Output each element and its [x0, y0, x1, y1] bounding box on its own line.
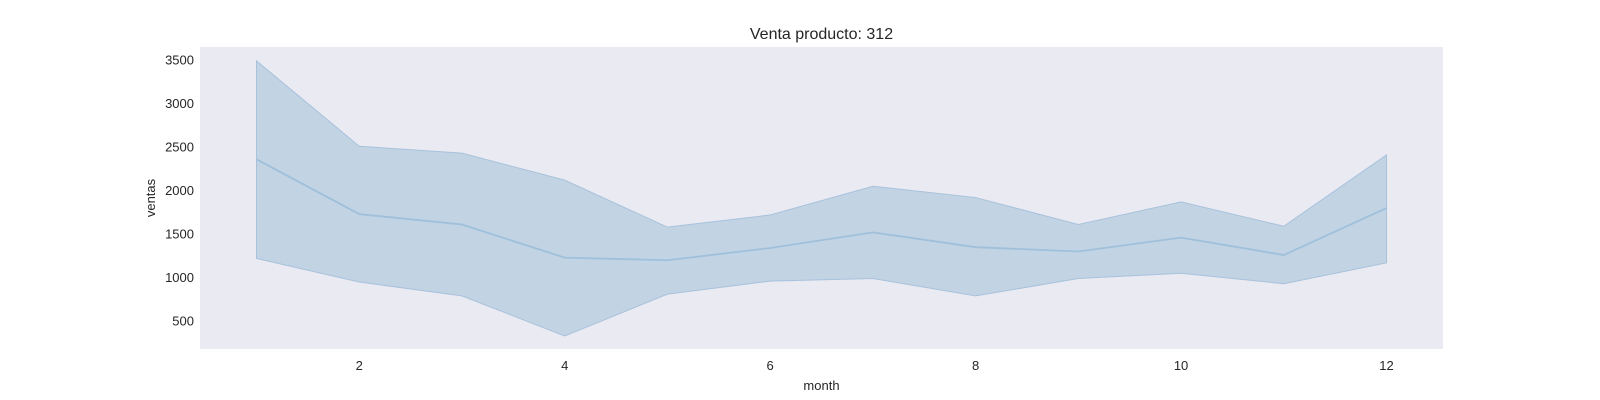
confidence-band-layer: [256, 59, 1387, 337]
y-tick-label: 2000: [165, 183, 194, 198]
x-axis-ticks: 2 4 6 8 10 12: [356, 358, 1394, 373]
y-tick-label: 1000: [165, 270, 194, 285]
chart-title: Venta producto: 312: [750, 26, 893, 43]
y-axis-ticks: 500 1000 1500 2000 2500 3000 3500: [165, 53, 194, 329]
y-tick-label: 3000: [165, 96, 194, 111]
y-tick-label: 1500: [165, 227, 194, 242]
y-tick-label: 2500: [165, 140, 194, 155]
x-tick-label: 2: [356, 358, 363, 373]
x-tick-label: 12: [1379, 358, 1393, 373]
x-tick-label: 10: [1174, 358, 1188, 373]
x-tick-label: 4: [561, 358, 568, 373]
y-axis-label: ventas: [143, 178, 158, 217]
mean-line-layer: [256, 158, 1387, 262]
x-tick-label: 8: [972, 358, 979, 373]
y-tick-label: 3500: [165, 53, 194, 68]
confidence-band: [256, 59, 1387, 337]
mean-line: [256, 158, 1387, 262]
x-axis-label: month: [803, 378, 839, 393]
x-tick-label: 6: [767, 358, 774, 373]
y-tick-label: 500: [172, 314, 194, 329]
